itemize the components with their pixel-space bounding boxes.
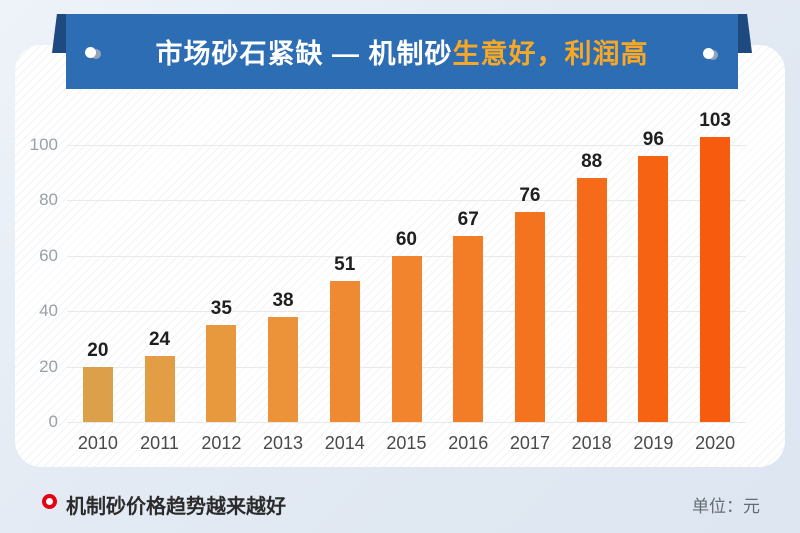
- bar-2020: [700, 136, 731, 422]
- value-label-2011: 24: [148, 328, 171, 350]
- x-tick-label-2014: 2014: [324, 433, 365, 453]
- value-label-2020: 103: [699, 109, 731, 131]
- y-tick-label-40: 40: [39, 301, 58, 321]
- value-label-2019: 96: [642, 129, 664, 151]
- bar-2015: [391, 255, 422, 422]
- gridline-100: [67, 145, 746, 146]
- value-label-2015: 60: [395, 228, 417, 250]
- bar-2014: [329, 280, 360, 422]
- x-tick-label-2018: 2018: [571, 433, 612, 453]
- banner-background: [66, 14, 738, 89]
- left-pin-icon: [85, 47, 96, 58]
- x-tick-label-2020: 2020: [695, 433, 736, 453]
- bar-2011: [144, 355, 175, 422]
- gridline-0: [67, 422, 746, 423]
- chart-caption: 机制砂价格趋势越来越好: [66, 496, 286, 518]
- bar-2013: [268, 316, 298, 422]
- x-tick-label-2016: 2016: [448, 433, 489, 453]
- x-tick-label-2019: 2019: [633, 433, 674, 453]
- x-tick-label-2015: 2015: [386, 433, 427, 453]
- left-pin-shadow: [91, 49, 101, 59]
- title-orange-part: 生意好，利润高: [452, 39, 649, 69]
- page-title: 市场砂石紧缺 — 机制砂生意好，利润高: [155, 32, 648, 71]
- value-label-2010: 20: [87, 339, 109, 361]
- bar-2017: [515, 211, 545, 422]
- bar-2010: [82, 366, 113, 422]
- y-tick-label-100: 100: [29, 135, 58, 154]
- value-label-2014: 51: [334, 253, 356, 275]
- value-label-2012: 35: [210, 298, 232, 320]
- y-tick-label-0: 0: [48, 412, 58, 431]
- value-label-2018: 88: [581, 151, 603, 173]
- x-tick-label-2010: 2010: [77, 433, 118, 453]
- gridline-80: [67, 200, 746, 202]
- title-banner: 市场砂石紧缺 — 机制砂生意好，利润高: [66, 14, 738, 89]
- y-tick-label-80: 80: [39, 190, 58, 210]
- y-tick-label-20: 20: [39, 356, 58, 376]
- value-label-2016: 67: [457, 209, 479, 231]
- legend-bullet-icon: [42, 494, 57, 509]
- bar-2019: [638, 156, 669, 422]
- right-pin-icon: [703, 48, 714, 59]
- value-label-2017: 76: [519, 184, 541, 206]
- bar-2018: [576, 178, 607, 422]
- x-tick-label-2013: 2013: [263, 433, 304, 453]
- x-tick-label-2012: 2012: [201, 433, 242, 453]
- x-tick-label-2017: 2017: [509, 433, 550, 453]
- x-tick-label-2011: 2011: [140, 433, 179, 453]
- bar-2016: [453, 236, 484, 422]
- value-label-2013: 38: [272, 289, 294, 311]
- unit-label: 单位：元: [692, 497, 760, 516]
- title-white-part: 市场砂石紧缺 — 机制砂: [155, 39, 453, 69]
- bar-2012: [206, 325, 237, 423]
- y-tick-label-60: 60: [39, 245, 58, 265]
